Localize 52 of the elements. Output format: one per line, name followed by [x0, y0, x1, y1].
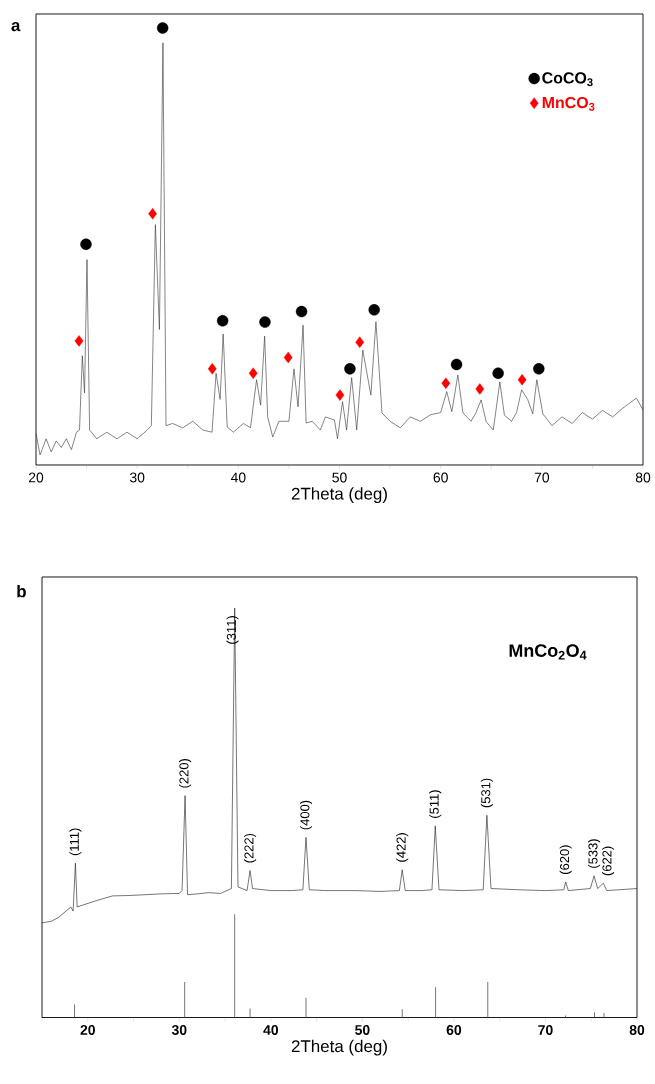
x-tick-label: 80: [635, 472, 651, 483]
point: [80, 238, 92, 250]
x-tick-label: 70: [534, 472, 550, 483]
chart-title: b: [17, 584, 26, 598]
point: [368, 304, 380, 316]
annotation: MnCo$_{2}$O$_{4}$: [509, 644, 587, 660]
point: [441, 377, 451, 389]
legend-label: CoCO$_{3}$: [542, 72, 593, 87]
x-tick-label: 60: [446, 1025, 462, 1035]
x-tick-label: 40: [263, 1025, 279, 1035]
point: [492, 367, 504, 379]
point: [248, 367, 258, 379]
x-tick-label: 50: [355, 1025, 370, 1035]
annotation: (422): [396, 833, 409, 862]
annotation: (222): [244, 833, 257, 863]
x-tick-label: 60: [433, 472, 448, 483]
annotation: (311): [226, 616, 239, 644]
point: [335, 389, 345, 401]
annotation: (531): [480, 778, 493, 808]
point: [156, 22, 169, 34]
point: [259, 316, 271, 328]
point: [517, 374, 527, 386]
point: [283, 351, 293, 364]
point: [344, 363, 356, 375]
point: [450, 358, 463, 371]
point: [533, 363, 545, 375]
point: [355, 336, 365, 348]
annotation: (622): [602, 846, 615, 876]
x-tick-label: 30: [129, 472, 145, 483]
point: [148, 208, 157, 220]
x-tick-label: 20: [80, 1025, 95, 1035]
annotation: (620): [559, 845, 572, 874]
point: [475, 383, 485, 395]
chart-title: a: [11, 22, 21, 32]
x-tick-label: 40: [230, 472, 246, 483]
x-tick-label: 70: [538, 1025, 553, 1035]
point: [216, 315, 229, 327]
x-tick-label: 50: [332, 472, 347, 483]
annotation: (533): [588, 839, 601, 868]
x-tick-label: 30: [171, 1025, 187, 1035]
annotation: (400): [299, 800, 313, 830]
x-axis-title: 2Theta (deg): [291, 1039, 387, 1056]
annotation: (511): [429, 790, 442, 818]
annotation: (111): [69, 828, 82, 856]
point: [74, 335, 84, 347]
x-tick-label: 80: [629, 1025, 645, 1035]
x-axis-title: 2Theta (deg): [291, 487, 387, 504]
point: [207, 363, 217, 375]
x-tick-label: 20: [28, 472, 44, 483]
legend-label: MnCO$_{3}$: [542, 96, 595, 111]
point: [295, 305, 308, 318]
annotation: (220): [179, 758, 192, 788]
